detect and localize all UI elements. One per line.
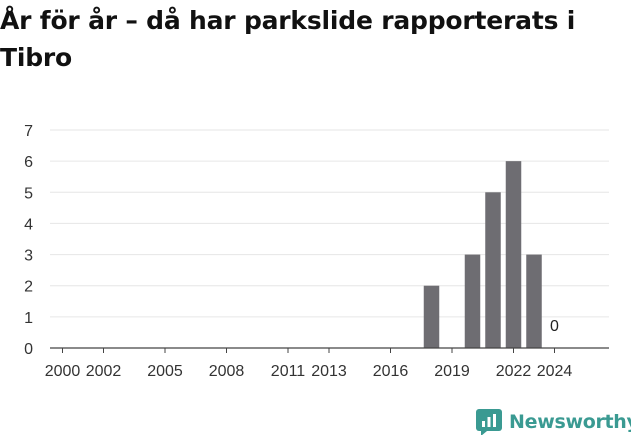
y-tick-label: 7: [24, 123, 33, 140]
x-tick-label: 2002: [86, 363, 122, 380]
y-tick-label: 3: [24, 248, 33, 265]
y-tick-label: 2: [24, 279, 33, 296]
bar-2018: [423, 285, 440, 348]
chart-title: År för år – då har parkslide rapporterat…: [0, 6, 576, 72]
bar-2023: [526, 254, 542, 348]
y-tick-label: 6: [24, 154, 33, 171]
brand-name: Newsworthy: [509, 411, 631, 433]
bars: [423, 161, 542, 348]
x-tick-label: 2016: [373, 363, 409, 380]
y-tick-label: 4: [24, 216, 33, 233]
x-tick-label: 2008: [209, 363, 245, 380]
bar-2022: [505, 161, 522, 348]
grid-lines: [50, 129, 609, 318]
x-tick-label: 2011: [271, 363, 306, 380]
data-label-2024: 0: [550, 318, 559, 335]
y-axis-tick-labels: 0 1 2 3 4 5 6 7: [24, 123, 33, 358]
y-tick-label: 0: [24, 341, 33, 358]
x-tick-label: 2000: [45, 363, 81, 380]
data-labels: 0: [550, 318, 559, 335]
x-tick-label: 2013: [311, 363, 347, 380]
newsworthy-brand[interactable]: Newsworthy: [476, 408, 631, 436]
y-tick-label: 1: [24, 310, 33, 327]
bar-2020: [464, 254, 481, 348]
x-tick-label: 2024: [537, 363, 573, 380]
x-axis-tick-labels: 2000 2002 2005 2008 2011 2013 2016 2019 2022 2024: [45, 363, 573, 380]
x-tick-label: 2022: [496, 363, 532, 380]
x-tick-label: 2005: [147, 363, 183, 380]
y-tick-label: 5: [24, 185, 33, 202]
x-tick-label: 2019: [434, 363, 470, 380]
bar-2021: [485, 192, 501, 348]
x-axis: [50, 347, 609, 353]
newsworthy-logo-icon: [476, 409, 502, 435]
